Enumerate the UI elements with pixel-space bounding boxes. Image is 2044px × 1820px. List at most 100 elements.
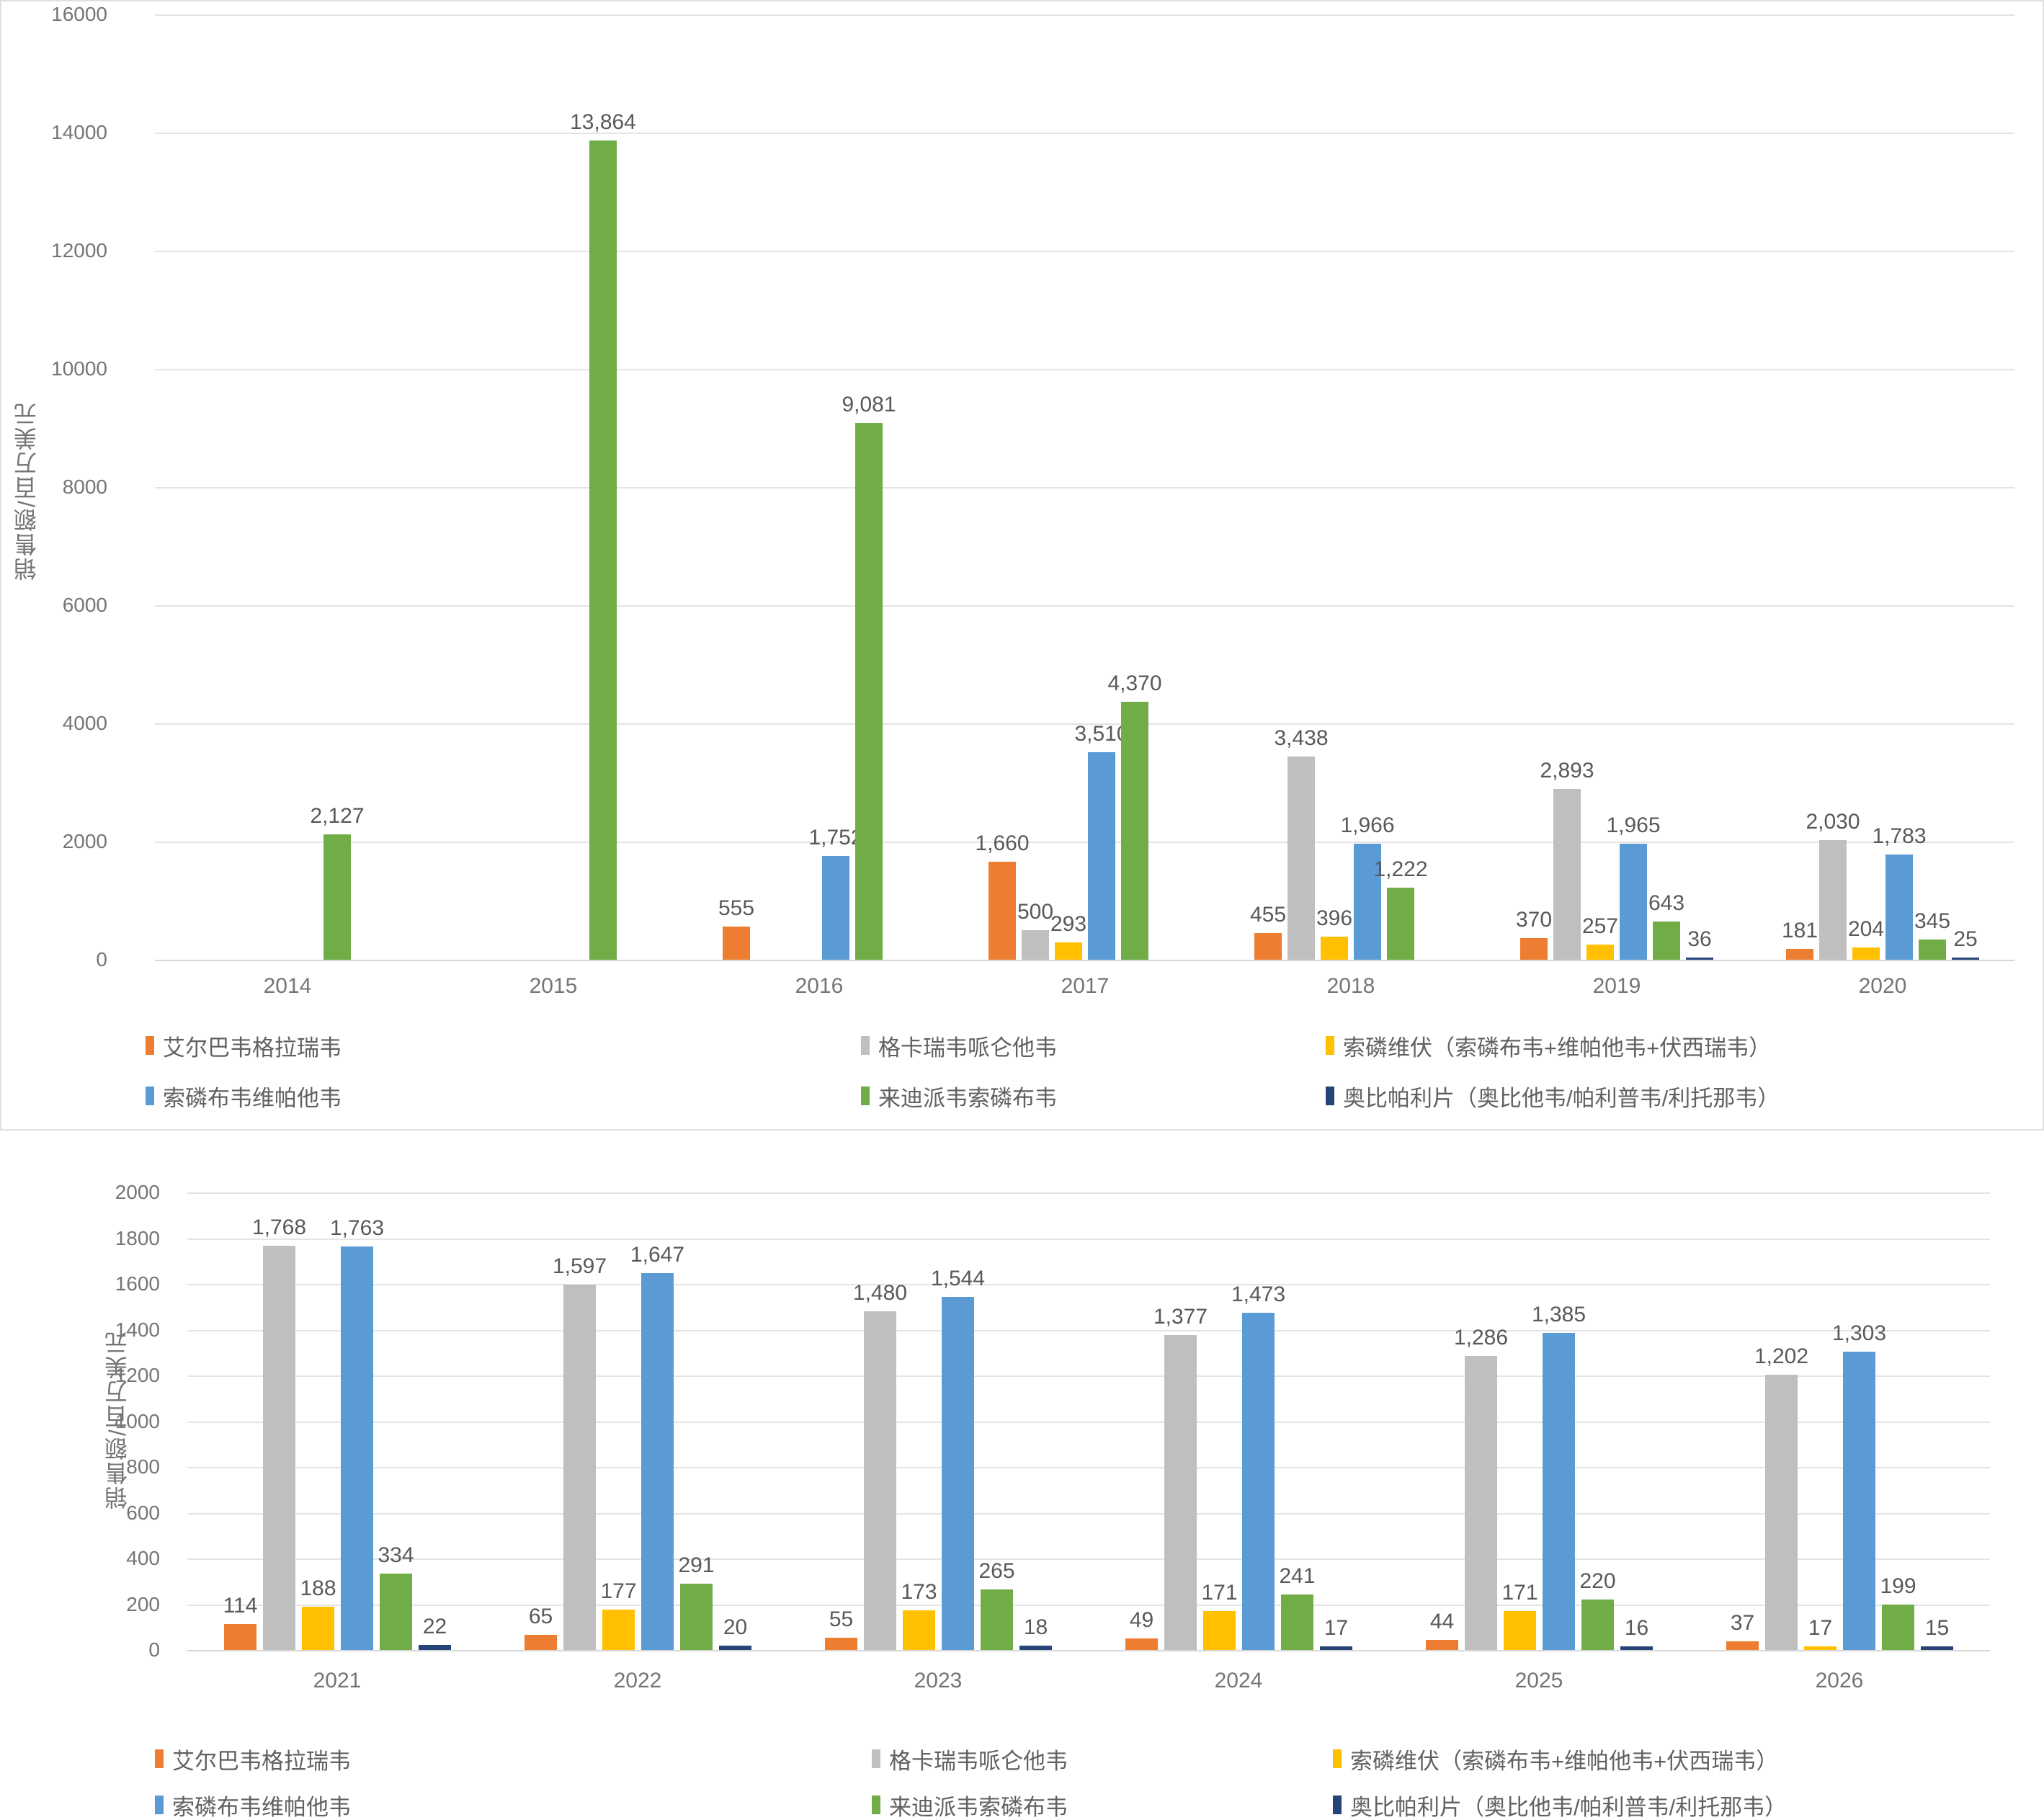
bar-2026-series5[interactable] bbox=[1882, 1605, 1914, 1650]
bar-2021-series3[interactable] bbox=[302, 1607, 334, 1650]
bar-value-label: 36 bbox=[1687, 927, 1712, 951]
legend-item-series3[interactable]: 索磷维伏（索磷布韦+维帕他韦+伏西瑞韦） bbox=[1326, 1030, 1771, 1061]
legend-item-series5[interactable]: 来迪派韦索磷布韦 bbox=[861, 1080, 1057, 1112]
bar-2024-series2[interactable] bbox=[1164, 1335, 1197, 1650]
bar-2025-series2[interactable] bbox=[1465, 1356, 1497, 1650]
bar-2021-series5[interactable] bbox=[380, 1574, 412, 1650]
bar-value-label: 455 bbox=[1249, 903, 1287, 927]
legend-label: 奥比帕利片（奥比他韦/帕利普韦/利托那韦） bbox=[1350, 1794, 1788, 1820]
bar-2020-series5[interactable] bbox=[1919, 940, 1946, 960]
bar-2016-series5[interactable] bbox=[855, 423, 883, 960]
bar-2015-series5[interactable] bbox=[589, 140, 617, 960]
bar-2022-series4[interactable] bbox=[641, 1273, 674, 1650]
bar-2019-series1[interactable] bbox=[1520, 938, 1548, 960]
y-axis-tick-label: 200 bbox=[126, 1593, 160, 1615]
x-axis-label-2024: 2024 bbox=[1214, 1669, 1263, 1692]
bar-2025-series1[interactable] bbox=[1426, 1640, 1458, 1650]
bar-2020-series2[interactable] bbox=[1819, 840, 1847, 960]
bar-2025-series4[interactable] bbox=[1543, 1333, 1575, 1650]
bar-2018-series1[interactable] bbox=[1254, 933, 1282, 960]
bar-2022-series3[interactable] bbox=[602, 1610, 635, 1650]
y-axis-tick-label: 1400 bbox=[115, 1319, 160, 1341]
bar-2016-series1[interactable] bbox=[723, 927, 750, 960]
bar-2026-series4[interactable] bbox=[1843, 1352, 1875, 1650]
bar-2025-series6[interactable] bbox=[1620, 1646, 1653, 1650]
legend-item-series1[interactable]: 艾尔巴韦格拉瑞韦 bbox=[146, 1030, 342, 1061]
legend-item-series2[interactable]: 格卡瑞韦哌仑他韦 bbox=[872, 1743, 1068, 1775]
bar-2018-series5[interactable] bbox=[1387, 888, 1414, 960]
bar-2019-series5[interactable] bbox=[1653, 922, 1680, 960]
bar-2024-series1[interactable] bbox=[1125, 1638, 1158, 1650]
bar-value-label: 370 bbox=[1515, 908, 1553, 932]
bar-2024-series5[interactable] bbox=[1281, 1594, 1313, 1650]
bar-2019-series2[interactable] bbox=[1553, 789, 1581, 960]
bar-2017-series4[interactable] bbox=[1088, 752, 1115, 960]
legend-item-series1[interactable]: 艾尔巴韦格拉瑞韦 bbox=[155, 1743, 351, 1775]
bar-2024-series6[interactable] bbox=[1320, 1646, 1352, 1650]
bar-2023-series3[interactable] bbox=[903, 1610, 935, 1650]
bar-value-label: 1,544 bbox=[930, 1267, 986, 1290]
bar-value-label: 3,438 bbox=[1274, 726, 1329, 750]
bar-value-label: 177 bbox=[600, 1579, 637, 1603]
legend-item-series2[interactable]: 格卡瑞韦哌仑他韦 bbox=[861, 1030, 1057, 1061]
y-axis-tick-label: 600 bbox=[126, 1502, 160, 1524]
bar-2023-series5[interactable] bbox=[981, 1589, 1013, 1650]
bar-2023-series4[interactable] bbox=[942, 1297, 974, 1650]
bar-2023-series6[interactable] bbox=[1019, 1646, 1052, 1650]
legend-swatch-icon bbox=[146, 1036, 154, 1055]
y-axis-tick-label: 14000 bbox=[51, 121, 107, 143]
bar-2022-series1[interactable] bbox=[525, 1635, 557, 1650]
bar-2024-series3[interactable] bbox=[1203, 1611, 1236, 1650]
bar-2021-series6[interactable] bbox=[419, 1645, 451, 1650]
bar-value-label: 9,081 bbox=[842, 393, 896, 416]
bar-2016-series4[interactable] bbox=[822, 856, 849, 960]
bar-2021-series4[interactable] bbox=[341, 1246, 373, 1650]
bar-2020-series4[interactable] bbox=[1885, 855, 1913, 960]
legend-item-series6[interactable]: 奥比帕利片（奥比他韦/帕利普韦/利托那韦） bbox=[1333, 1789, 1787, 1820]
bar-2023-series2[interactable] bbox=[864, 1311, 896, 1650]
bar-2019-series4[interactable] bbox=[1620, 844, 1647, 960]
legend-item-series6[interactable]: 奥比帕利片（奥比他韦/帕利普韦/利托那韦） bbox=[1326, 1080, 1780, 1112]
gridline bbox=[187, 1467, 1990, 1468]
bar-2019-series3[interactable] bbox=[1586, 945, 1614, 960]
legend-item-series4[interactable]: 索磷布韦维帕他韦 bbox=[155, 1789, 351, 1820]
bar-2020-series6[interactable] bbox=[1952, 958, 1979, 960]
bar-value-label: 1,783 bbox=[1872, 824, 1927, 848]
bar-value-label: 181 bbox=[1781, 919, 1818, 942]
bar-2025-series3[interactable] bbox=[1504, 1611, 1536, 1650]
bar-2014-series5[interactable] bbox=[323, 834, 351, 960]
bar-2017-series1[interactable] bbox=[988, 862, 1016, 960]
bar-value-label: 1,385 bbox=[1531, 1303, 1586, 1326]
bar-2017-series5[interactable] bbox=[1121, 702, 1148, 960]
legend-item-series4[interactable]: 索磷布韦维帕他韦 bbox=[146, 1080, 342, 1112]
legend-item-series5[interactable]: 来迪派韦索磷布韦 bbox=[872, 1789, 1068, 1820]
gridline bbox=[155, 842, 2014, 843]
bar-2026-series2[interactable] bbox=[1765, 1375, 1798, 1650]
bar-2018-series3[interactable] bbox=[1321, 937, 1348, 960]
bar-2018-series4[interactable] bbox=[1354, 844, 1381, 960]
bar-2026-series6[interactable] bbox=[1921, 1646, 1953, 1650]
x-axis-label-2018: 2018 bbox=[1326, 974, 1375, 998]
bar-value-label: 265 bbox=[978, 1559, 1015, 1583]
legend-item-series3[interactable]: 索磷维伏（索磷布韦+维帕他韦+伏西瑞韦） bbox=[1333, 1743, 1778, 1775]
bar-2026-series1[interactable] bbox=[1726, 1641, 1759, 1650]
bar-2017-series2[interactable] bbox=[1022, 930, 1049, 960]
bar-2020-series3[interactable] bbox=[1852, 947, 1880, 960]
bar-2017-series3[interactable] bbox=[1055, 942, 1082, 960]
bar-2025-series5[interactable] bbox=[1581, 1600, 1614, 1650]
bar-2020-series1[interactable] bbox=[1786, 949, 1813, 960]
x-axis-line bbox=[155, 960, 2014, 961]
bar-2018-series2[interactable] bbox=[1287, 757, 1315, 960]
bar-2022-series2[interactable] bbox=[563, 1285, 596, 1650]
x-axis-label-2022: 2022 bbox=[613, 1669, 662, 1692]
bar-2026-series3[interactable] bbox=[1804, 1646, 1837, 1650]
bar-2021-series2[interactable] bbox=[263, 1246, 295, 1650]
bar-2024-series4[interactable] bbox=[1242, 1313, 1275, 1650]
bar-2019-series6[interactable] bbox=[1686, 958, 1713, 960]
bar-2021-series1[interactable] bbox=[224, 1624, 256, 1650]
bar-2023-series1[interactable] bbox=[825, 1638, 857, 1650]
bar-value-label: 241 bbox=[1279, 1564, 1316, 1588]
bar-2022-series6[interactable] bbox=[719, 1646, 751, 1650]
bar-2022-series5[interactable] bbox=[680, 1584, 713, 1650]
